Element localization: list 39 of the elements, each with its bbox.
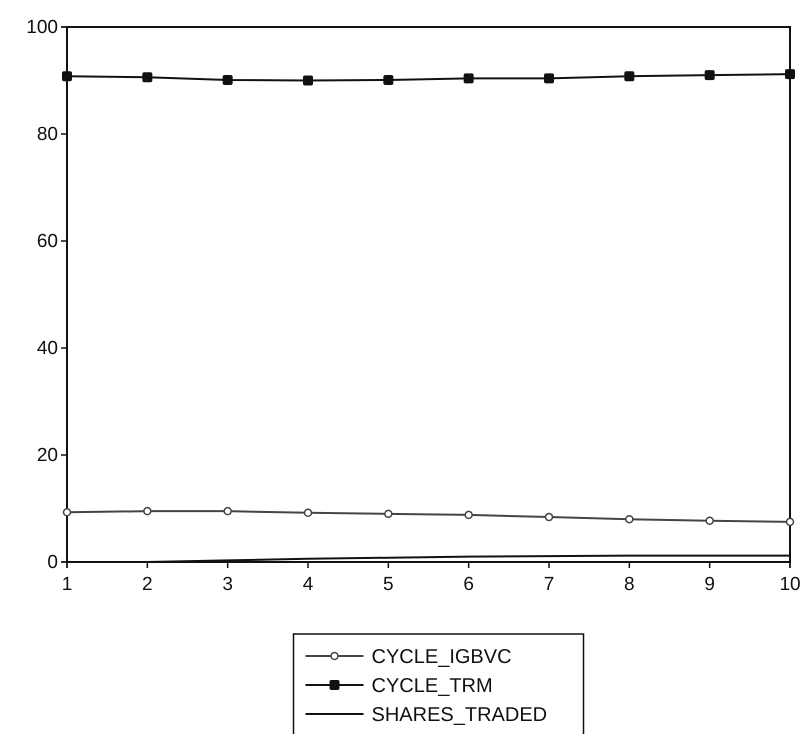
legend-label: CYCLE_TRM bbox=[372, 675, 493, 697]
point bbox=[222, 74, 233, 85]
x-tick-label: 10 bbox=[779, 574, 801, 595]
point bbox=[142, 72, 152, 82]
point bbox=[786, 518, 794, 526]
point bbox=[384, 510, 393, 518]
point bbox=[544, 73, 554, 84]
x-tick-label: 3 bbox=[222, 574, 233, 595]
legend-label: CYCLE_IGBVC bbox=[372, 646, 512, 668]
x-tick-label: 4 bbox=[302, 574, 314, 595]
point bbox=[383, 74, 394, 85]
y-tick-label: 20 bbox=[36, 445, 58, 466]
point bbox=[624, 71, 634, 82]
x-tick-label: 8 bbox=[624, 574, 635, 595]
point bbox=[303, 76, 313, 86]
y-tick-label: 60 bbox=[36, 231, 58, 252]
point bbox=[625, 514, 634, 524]
point bbox=[704, 70, 715, 80]
point bbox=[62, 508, 72, 516]
y-tick-label: 40 bbox=[36, 338, 58, 360]
point bbox=[62, 71, 72, 82]
x-tick-label: 1 bbox=[62, 574, 72, 595]
x-tick-label: 7 bbox=[544, 574, 554, 595]
point bbox=[223, 506, 232, 516]
y-tick-label: 80 bbox=[36, 124, 58, 146]
point bbox=[464, 510, 473, 520]
point bbox=[464, 73, 474, 84]
x-tick-label: 6 bbox=[463, 574, 474, 595]
point bbox=[143, 506, 152, 516]
legend-label: SHARES_TRADED bbox=[372, 704, 548, 726]
y-tick-label: 100 bbox=[26, 17, 58, 38]
point bbox=[304, 508, 312, 518]
point bbox=[544, 512, 554, 522]
y-tick-label: 0 bbox=[47, 552, 58, 574]
point bbox=[785, 69, 795, 80]
x-tick-label: 2 bbox=[142, 574, 153, 595]
point bbox=[705, 516, 714, 526]
x-tick-label: 5 bbox=[383, 574, 394, 595]
x-tick-label: 9 bbox=[704, 574, 715, 595]
